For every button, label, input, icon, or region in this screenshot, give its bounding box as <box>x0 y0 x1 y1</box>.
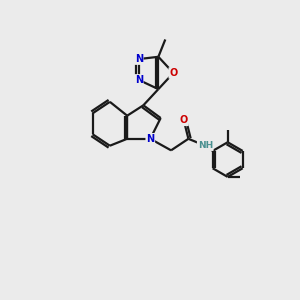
Text: N: N <box>135 75 143 85</box>
Text: N: N <box>135 54 143 64</box>
Text: N: N <box>146 134 154 144</box>
Text: O: O <box>180 115 188 125</box>
Text: NH: NH <box>198 141 213 150</box>
Text: O: O <box>169 68 178 78</box>
